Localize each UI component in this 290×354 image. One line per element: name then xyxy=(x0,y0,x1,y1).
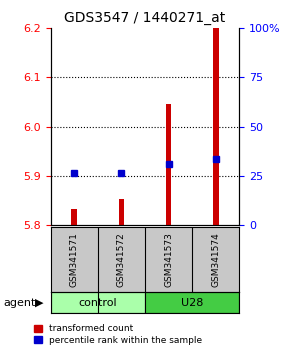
Bar xyxy=(213,28,219,225)
Legend: transformed count, percentile rank within the sample: transformed count, percentile rank withi… xyxy=(34,324,203,346)
Bar xyxy=(98,227,145,292)
Text: GSM341572: GSM341572 xyxy=(117,232,126,287)
Bar xyxy=(71,209,77,225)
Bar xyxy=(145,227,192,292)
Text: control: control xyxy=(79,298,117,308)
Text: GSM341574: GSM341574 xyxy=(211,232,220,287)
Text: ▶: ▶ xyxy=(35,298,44,308)
Text: GSM341573: GSM341573 xyxy=(164,232,173,287)
Title: GDS3547 / 1440271_at: GDS3547 / 1440271_at xyxy=(64,11,226,24)
Bar xyxy=(145,292,239,313)
Bar xyxy=(51,292,145,313)
Bar xyxy=(119,199,124,225)
Bar xyxy=(166,104,171,225)
Text: GSM341571: GSM341571 xyxy=(70,232,79,287)
Bar xyxy=(51,227,98,292)
Bar xyxy=(192,227,239,292)
Text: U28: U28 xyxy=(181,298,203,308)
Text: agent: agent xyxy=(3,298,35,308)
